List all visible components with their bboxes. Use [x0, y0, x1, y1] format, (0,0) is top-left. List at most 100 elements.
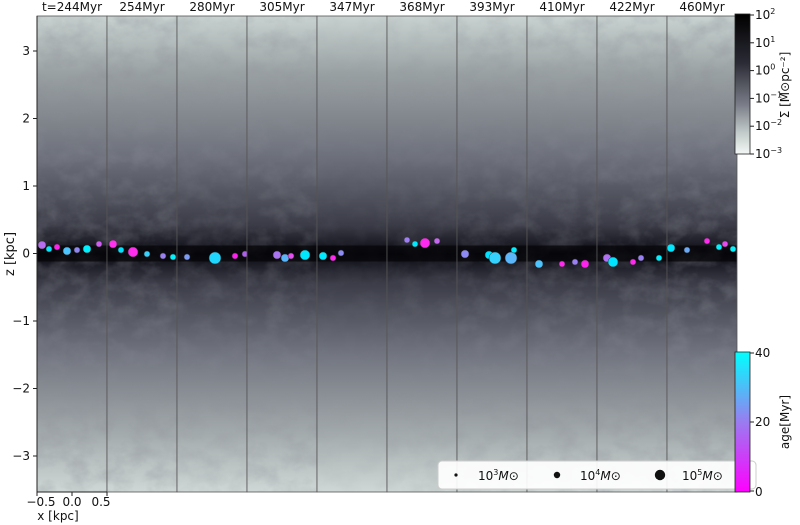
star-cluster-marker — [127, 246, 139, 258]
snapshot-panel — [246, 15, 318, 493]
star-cluster-marker — [637, 254, 645, 262]
star-cluster-marker — [117, 246, 125, 254]
snapshot-panel — [386, 15, 458, 493]
star-cluster-marker — [37, 240, 47, 250]
star-cluster-marker — [607, 256, 619, 268]
star-cluster-marker — [558, 260, 566, 268]
colorbar-tick-label: 10−2 — [755, 118, 782, 133]
snapshot-panel — [456, 15, 528, 493]
star-cluster-marker — [534, 259, 544, 269]
y-tick-label: −2 — [12, 382, 30, 396]
star-cluster-marker — [703, 237, 711, 245]
star-cluster-marker — [403, 236, 411, 244]
star-cluster-marker — [280, 253, 290, 263]
legend-marker-large — [654, 469, 666, 481]
colorbar-tick-label: 10−3 — [755, 146, 782, 161]
disk-midplane — [107, 245, 177, 262]
star-cluster-marker — [655, 254, 663, 262]
colorbar-tick-label: 102 — [755, 7, 775, 22]
y-axis-label: z [kpc] — [3, 232, 18, 276]
star-cluster-marker — [169, 253, 177, 261]
star-cluster-marker — [318, 251, 328, 261]
star-cluster-marker — [510, 246, 518, 254]
legend-marker-small — [454, 473, 458, 477]
star-cluster-marker — [108, 239, 118, 249]
mass-legend: 103M⊙ 104M⊙ 105M⊙ — [437, 460, 757, 490]
age-colorbar: 40 20 0 age[Myr] — [734, 346, 792, 499]
snapshot-panel — [526, 15, 598, 493]
star-cluster-marker — [666, 243, 676, 253]
y-tick-label: 0 — [22, 247, 30, 261]
panel-time-label: 305Myr — [259, 0, 304, 14]
star-cluster-marker — [337, 249, 345, 257]
panel-time-label: 347Myr — [329, 0, 374, 14]
snapshot-panel — [596, 15, 668, 493]
star-cluster-marker — [571, 258, 579, 266]
star-cluster-marker — [729, 245, 737, 253]
x-tick-label: 0.0 — [62, 495, 81, 509]
star-cluster-marker — [62, 246, 72, 256]
y-tick-label: 2 — [22, 112, 30, 126]
panel-time-label: 422Myr — [609, 0, 654, 14]
snapshot-panel — [36, 15, 108, 493]
panel-time-label: 393Myr — [469, 0, 514, 14]
disk-midplane — [667, 245, 737, 262]
legend-label: 104M⊙ — [580, 468, 621, 483]
star-cluster-marker — [183, 253, 191, 261]
star-cluster-marker — [411, 240, 419, 248]
panel-time-label: 368Myr — [399, 0, 444, 14]
colorbar-label: age[Myr] — [778, 395, 792, 449]
star-cluster-marker — [299, 249, 311, 261]
y-tick-label: 3 — [22, 44, 30, 58]
colorbar-tick-label: 101 — [755, 35, 775, 50]
panel-strip — [36, 15, 738, 493]
legend-label: 103M⊙ — [478, 468, 519, 483]
star-cluster-marker — [53, 243, 61, 251]
star-cluster-marker — [73, 246, 81, 254]
y-tick-label: 1 — [22, 179, 30, 193]
snapshot-panel — [106, 15, 178, 493]
y-tick-label: −3 — [12, 449, 30, 463]
panel-time-label: 410Myr — [539, 0, 584, 14]
panel-time-label: 280Myr — [189, 0, 234, 14]
star-cluster-marker — [82, 244, 92, 254]
star-cluster-marker — [159, 252, 167, 260]
panel-frame — [666, 15, 738, 493]
star-cluster-marker — [488, 251, 502, 265]
legend-label: 105M⊙ — [682, 468, 723, 483]
colorbar-tick-label: 10−1 — [755, 90, 782, 105]
star-cluster-marker — [45, 245, 53, 253]
surface-density-colorbar: 102 101 100 10−1 10−2 10−3 Σ [M⊙pc⁻²] — [734, 7, 792, 161]
star-cluster-marker — [721, 240, 729, 248]
star-cluster-marker — [460, 249, 470, 259]
star-cluster-marker — [683, 246, 691, 254]
panel-labels: t=244Myr 254Myr 280Myr 305Myr 347Myr 368Myr 39… — [42, 0, 725, 14]
star-cluster-marker — [143, 250, 151, 258]
disk-midplane — [317, 245, 387, 262]
star-cluster-marker — [329, 254, 337, 262]
colorbar-label: Σ [M⊙pc⁻²] — [778, 52, 792, 119]
star-cluster-marker — [433, 237, 441, 245]
star-cluster-marker — [208, 251, 222, 265]
panel-time-label: t=244Myr — [42, 0, 102, 14]
star-cluster-marker — [231, 252, 239, 260]
star-cluster-marker — [272, 250, 282, 260]
disk-midplane — [247, 245, 317, 262]
star-cluster-marker — [287, 252, 295, 260]
age-tick-label: 0 — [755, 485, 763, 499]
colorbar-tick-label: 100 — [755, 63, 775, 78]
star-cluster-marker — [580, 259, 590, 269]
panel-time-label: 254Myr — [119, 0, 164, 14]
x-axis: −0.5 0.0 0.5 x [kpc] — [26, 491, 111, 523]
snapshot-panel — [176, 15, 249, 493]
panel-time-label: 460Myr — [679, 0, 724, 14]
x-tick-label: −0.5 — [26, 495, 55, 509]
disk-midplane — [387, 245, 457, 262]
star-cluster-marker — [629, 258, 637, 266]
legend-marker-medium — [553, 471, 561, 479]
age-tick-label: 20 — [755, 415, 770, 429]
y-tick-label: −1 — [12, 314, 30, 328]
disk-midplane — [527, 245, 597, 262]
snapshot-panel — [316, 15, 388, 493]
